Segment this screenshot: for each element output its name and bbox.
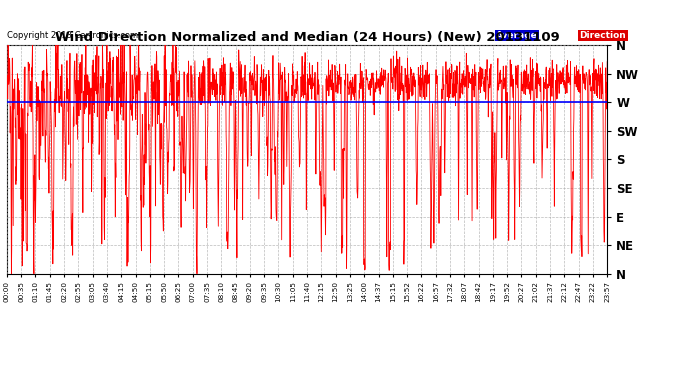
Text: Direction: Direction bbox=[580, 31, 626, 40]
Text: Copyright 2013 Cartronics.com: Copyright 2013 Cartronics.com bbox=[7, 32, 138, 40]
Title: Wind Direction Normalized and Median (24 Hours) (New) 20131109: Wind Direction Normalized and Median (24… bbox=[55, 31, 560, 44]
Text: Average: Average bbox=[496, 31, 538, 40]
